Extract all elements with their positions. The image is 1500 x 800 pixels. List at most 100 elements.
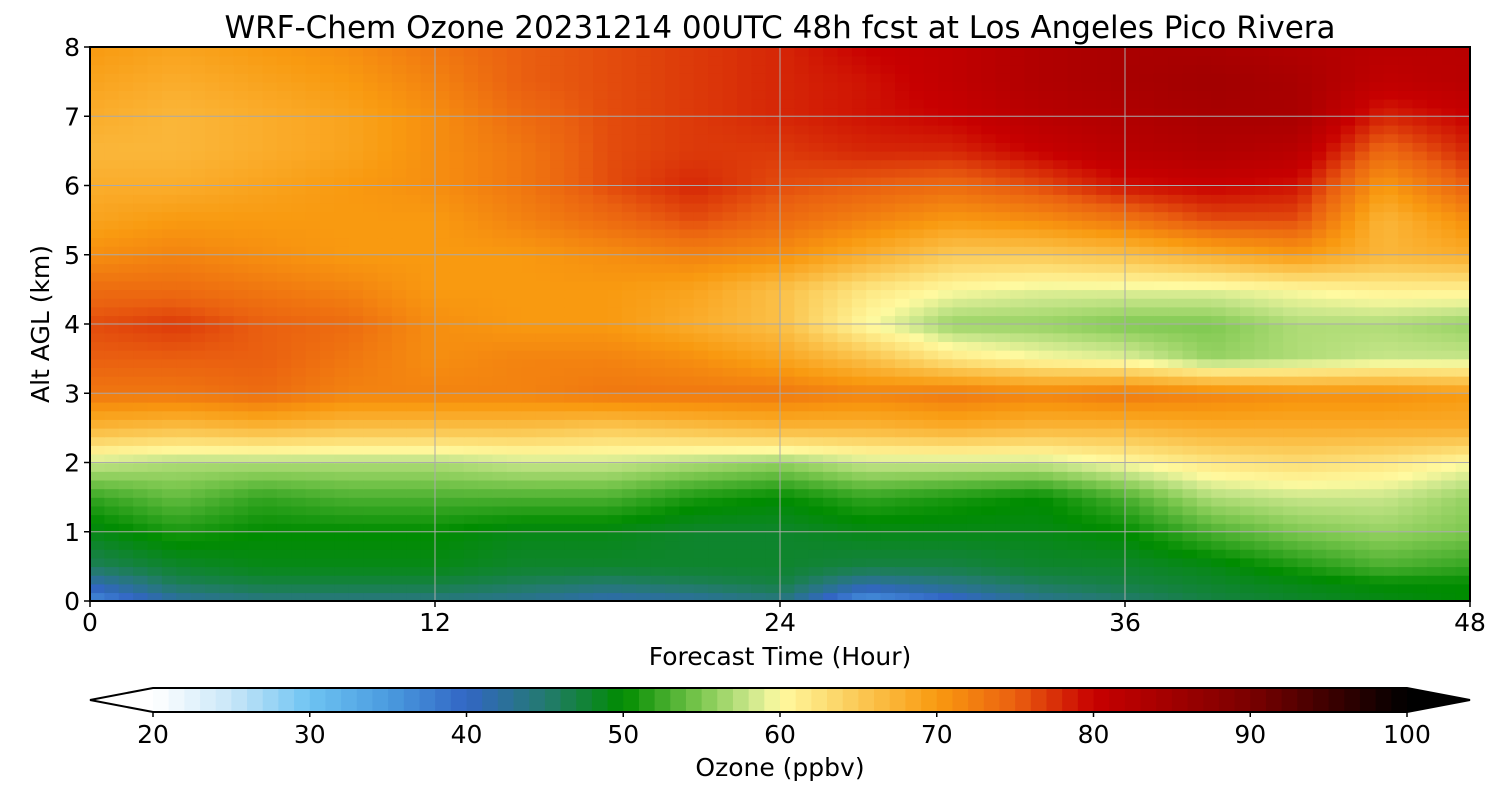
heatmap-cell bbox=[1426, 168, 1442, 178]
heatmap-cell bbox=[938, 549, 954, 559]
heatmap-cell bbox=[952, 514, 968, 524]
heatmap-cell bbox=[1268, 315, 1284, 325]
heatmap-cell bbox=[1067, 254, 1083, 265]
heatmap-cell bbox=[205, 557, 221, 568]
heatmap-cell bbox=[607, 479, 623, 490]
heatmap-cell bbox=[1240, 332, 1256, 343]
heatmap-cell bbox=[133, 298, 149, 308]
heatmap-cell bbox=[176, 427, 192, 438]
heatmap-cell bbox=[636, 332, 652, 343]
heatmap-cell bbox=[938, 272, 954, 282]
heatmap-cell bbox=[650, 332, 666, 343]
heatmap-cell bbox=[1038, 298, 1054, 308]
heatmap-cell bbox=[377, 254, 393, 265]
heatmap-cell bbox=[363, 471, 379, 481]
heatmap-cell bbox=[90, 263, 106, 273]
heatmap-cell bbox=[1024, 497, 1040, 507]
heatmap-cell bbox=[1311, 306, 1327, 317]
heatmap-cell bbox=[1369, 419, 1385, 429]
heatmap-cell bbox=[751, 289, 767, 299]
heatmap-cell bbox=[780, 514, 796, 524]
heatmap-cell bbox=[837, 185, 853, 195]
heatmap-cell bbox=[1053, 306, 1069, 317]
heatmap-cell bbox=[449, 384, 465, 394]
heatmap-cell bbox=[823, 375, 839, 386]
heatmap-cell bbox=[693, 341, 709, 351]
heatmap-cell bbox=[823, 168, 839, 178]
heatmap-cell bbox=[233, 202, 249, 213]
heatmap-cell bbox=[1096, 237, 1112, 247]
heatmap-cell bbox=[736, 358, 752, 368]
heatmap-cell bbox=[291, 540, 307, 550]
heatmap-cell bbox=[751, 436, 767, 446]
heatmap-cell bbox=[276, 254, 292, 265]
heatmap-cell bbox=[866, 453, 882, 464]
heatmap-cell bbox=[1081, 332, 1097, 343]
heatmap-cell bbox=[736, 367, 752, 377]
heatmap-cell bbox=[118, 332, 134, 343]
heatmap-cell bbox=[751, 505, 767, 516]
heatmap-cell bbox=[248, 375, 264, 386]
heatmap-cell bbox=[420, 583, 436, 594]
heatmap-cell bbox=[851, 298, 867, 308]
heatmap-cell bbox=[449, 514, 465, 524]
heatmap-cell bbox=[909, 592, 925, 601]
heatmap-cell bbox=[780, 453, 796, 464]
heatmap-cell bbox=[1225, 367, 1241, 377]
heatmap-cell bbox=[118, 289, 134, 299]
heatmap-cell bbox=[1024, 159, 1040, 169]
heatmap-cell bbox=[722, 557, 738, 568]
heatmap-cell bbox=[693, 566, 709, 576]
heatmap-cell bbox=[219, 540, 235, 550]
heatmap-cell bbox=[722, 419, 738, 429]
heatmap-cell bbox=[248, 462, 264, 472]
heatmap-cell bbox=[794, 220, 810, 230]
heatmap-cell bbox=[1240, 583, 1256, 594]
heatmap-cell bbox=[276, 453, 292, 464]
heatmap-cell bbox=[90, 419, 106, 429]
heatmap-cell bbox=[650, 341, 666, 351]
heatmap-cell bbox=[1426, 280, 1442, 291]
heatmap-cell bbox=[1182, 523, 1198, 533]
heatmap-cell bbox=[722, 575, 738, 585]
heatmap-cell bbox=[205, 488, 221, 498]
heatmap-cell bbox=[895, 263, 911, 273]
heatmap-cell bbox=[851, 505, 867, 516]
heatmap-cell bbox=[1010, 557, 1026, 568]
heatmap-cell bbox=[1297, 410, 1313, 420]
heatmap-cell bbox=[679, 272, 695, 282]
heatmap-cell bbox=[650, 410, 666, 420]
heatmap-cell bbox=[1340, 497, 1356, 507]
heatmap-cell bbox=[607, 254, 623, 265]
heatmap-cell bbox=[1254, 306, 1270, 317]
heatmap-cell bbox=[1211, 246, 1227, 256]
heatmap-cell bbox=[133, 289, 149, 299]
heatmap-cell bbox=[1110, 168, 1126, 178]
heatmap-cell bbox=[219, 168, 235, 178]
heatmap-cell bbox=[305, 427, 321, 438]
heatmap-cell bbox=[449, 505, 465, 516]
heatmap-cell bbox=[866, 202, 882, 213]
heatmap-cell bbox=[837, 332, 853, 343]
heatmap-cell bbox=[1441, 367, 1457, 377]
heatmap-cell bbox=[1096, 289, 1112, 299]
heatmap-cell bbox=[1081, 549, 1097, 559]
heatmap-cell bbox=[1053, 237, 1069, 247]
heatmap-cell bbox=[1412, 211, 1428, 221]
heatmap-cell bbox=[938, 202, 954, 213]
heatmap-cell bbox=[133, 488, 149, 498]
heatmap-cell bbox=[233, 488, 249, 498]
heatmap-cell bbox=[1326, 367, 1342, 377]
heatmap-cell bbox=[1268, 393, 1284, 403]
heatmap-cell bbox=[420, 332, 436, 343]
heatmap-cell bbox=[736, 531, 752, 542]
heatmap-cell bbox=[406, 202, 422, 213]
heatmap-cell bbox=[923, 150, 939, 161]
heatmap-cell bbox=[1426, 384, 1442, 394]
heatmap-cell bbox=[262, 549, 278, 559]
heatmap-cell bbox=[219, 315, 235, 325]
heatmap-cell bbox=[1240, 566, 1256, 576]
heatmap-cell bbox=[305, 419, 321, 429]
heatmap-cell bbox=[1340, 168, 1356, 178]
heatmap-cell bbox=[262, 150, 278, 161]
